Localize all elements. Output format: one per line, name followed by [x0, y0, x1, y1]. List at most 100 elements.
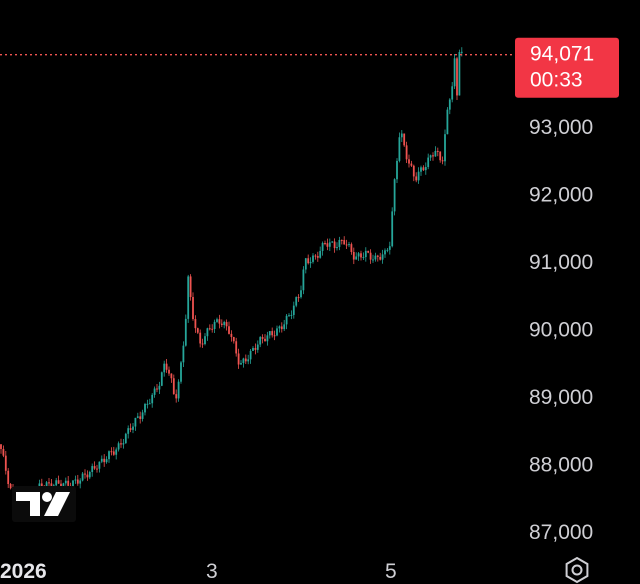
candle-body [316, 256, 319, 258]
candle-body [314, 255, 317, 257]
candle-body [336, 247, 338, 249]
candle-body [264, 338, 266, 342]
candle-body [60, 483, 62, 488]
candle-body [160, 372, 163, 386]
candle-body [98, 461, 101, 469]
candle-body [362, 257, 365, 259]
candle-body [290, 314, 293, 316]
candle-body [448, 99, 451, 110]
candle-body [72, 480, 74, 487]
candle-body [242, 358, 245, 364]
candle-body [444, 134, 446, 162]
candle-body [165, 363, 168, 370]
candle-body [391, 211, 394, 247]
candle-body [228, 326, 230, 334]
candle-body [91, 466, 94, 473]
candle-body [223, 322, 226, 325]
candle-body [307, 258, 310, 264]
candle-body [105, 459, 108, 463]
candles-layer [0, 47, 463, 517]
candle-body [129, 428, 132, 430]
candle-body [396, 160, 398, 180]
candle-body [2, 448, 5, 456]
last-price-value: 94,071 [530, 43, 594, 66]
candle-body [194, 319, 197, 329]
candle-body [84, 473, 86, 475]
candle-body [357, 253, 360, 257]
candle-body [297, 297, 300, 299]
candle-body [244, 358, 247, 362]
candle-body [412, 165, 415, 177]
candle-body [156, 388, 158, 390]
candle-body [0, 444, 2, 449]
candle-body [103, 458, 106, 463]
candle-body [417, 171, 420, 181]
candle-body [338, 239, 341, 248]
candle-body [189, 276, 192, 298]
candle-body [216, 319, 218, 322]
candle-body [393, 179, 396, 212]
candle-body [424, 166, 427, 171]
candle-body [321, 242, 324, 251]
candle-body [429, 155, 432, 158]
candle-body [62, 483, 65, 488]
candle-body [295, 297, 298, 306]
candle-body [319, 250, 322, 258]
candle-body [204, 336, 206, 345]
candle-body [115, 449, 118, 455]
candle-body [324, 242, 326, 244]
candle-body [312, 255, 314, 262]
candle-body [139, 416, 142, 419]
candle-body [403, 133, 406, 146]
candle-body [386, 249, 389, 251]
candle-body [122, 443, 125, 445]
candle-body [74, 479, 77, 481]
candle-body [453, 58, 456, 87]
candle-body [136, 416, 139, 418]
candle-body [218, 319, 221, 324]
candle-body [285, 315, 288, 325]
candle-body [252, 347, 254, 351]
y-axis: 93,000 92,000 91,000 90,000 89,000 88,000 87,0… [529, 116, 593, 544]
candle-body [232, 337, 235, 342]
candle-body [86, 474, 89, 478]
y-tick-label: 93,000 [529, 116, 593, 139]
candle-body [220, 323, 223, 325]
candle-body [172, 378, 175, 395]
candle-body [276, 328, 278, 336]
candle-body [278, 326, 281, 329]
candle-body [108, 451, 110, 460]
candle-body [360, 253, 362, 258]
candle-body [187, 276, 190, 319]
candle-body [175, 394, 178, 399]
candle-body [405, 145, 408, 160]
tradingview-logo [12, 486, 76, 522]
candle-body [266, 335, 269, 342]
candle-body [350, 244, 353, 252]
candle-body [57, 480, 60, 484]
candle-body [40, 483, 43, 488]
last-price-countdown: 00:33 [530, 69, 583, 92]
candle-body [456, 58, 458, 96]
candle-body [422, 167, 425, 171]
candle-body [112, 451, 115, 455]
candle-body [88, 472, 91, 478]
candle-body [7, 470, 10, 485]
candle-body [96, 468, 98, 470]
candle-body [208, 328, 211, 330]
candle-body [372, 259, 374, 261]
candle-body [355, 256, 358, 260]
candle-body [170, 373, 173, 379]
candle-body [384, 250, 386, 255]
candle-body [292, 305, 295, 315]
candle-body [273, 335, 276, 337]
candle-body [177, 381, 180, 399]
candle-body [79, 480, 82, 484]
candle-body [446, 109, 449, 135]
candle-body [374, 255, 377, 260]
candle-body [192, 297, 194, 320]
y-tick-label: 90,000 [529, 319, 593, 342]
settings-gear-icon[interactable] [563, 556, 591, 584]
candle-body [237, 353, 240, 365]
